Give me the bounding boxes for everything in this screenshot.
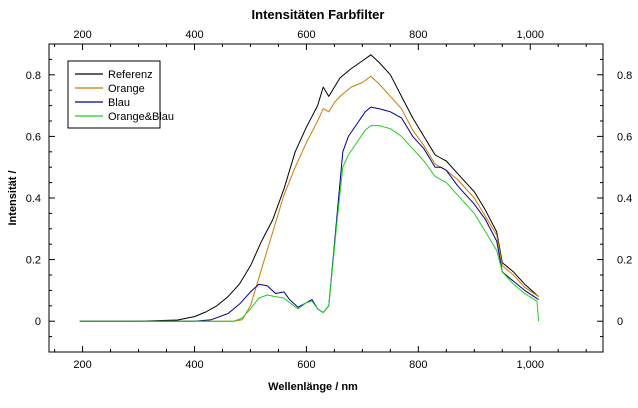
- legend-label-referenz: Referenz: [108, 69, 153, 81]
- legend-label-blau: Blau: [108, 97, 130, 109]
- y-tick-label-left: 0: [35, 316, 41, 328]
- legend-label-orange-blau: Orange&Blau: [108, 111, 174, 123]
- x-tick-label-top: 400: [185, 29, 203, 41]
- y-tick-label-right: 0: [617, 316, 623, 328]
- x-tick-label-top: 600: [297, 29, 315, 41]
- legend: Referenz Orange Blau Orange&Blau: [67, 60, 174, 129]
- series-line-blau: [79, 106, 539, 322]
- x-tick-label-top: 800: [409, 29, 427, 41]
- x-tick-label-top: 1,000: [516, 29, 544, 41]
- series-line-orange: [79, 75, 539, 322]
- x-tick-label-bottom: 1,000: [516, 359, 544, 371]
- y-tick-label-right: 0.8: [617, 70, 632, 82]
- y-tick-label-left: 0.6: [26, 131, 41, 143]
- x-tick-label-bottom: 200: [73, 359, 91, 371]
- x-tick-label-bottom: 400: [185, 359, 203, 371]
- legend-box: [67, 60, 161, 129]
- y-tick-label-right: 0.2: [617, 255, 632, 267]
- y-tick-label-right: 0.4: [617, 193, 632, 205]
- x-tick-label-top: 200: [73, 29, 91, 41]
- y-axis-title: Intensität /: [7, 170, 19, 225]
- y-tick-label-right: 0.6: [617, 131, 632, 143]
- x-axis-title: Wellenlänge / nm: [268, 381, 358, 393]
- ticks-layer: 200 200 400 400 600 600 800 800 1,000 1,000 0 0 0.2 0…: [26, 29, 633, 371]
- y-tick-label-left: 0.8: [26, 70, 41, 82]
- legend-items: Referenz Orange Blau Orange&Blau: [75, 69, 174, 123]
- series-layer: [79, 54, 540, 322]
- y-tick-label-left: 0.4: [26, 193, 41, 205]
- x-tick-label-bottom: 600: [297, 359, 315, 371]
- x-tick-label-bottom: 800: [409, 359, 427, 371]
- legend-label-orange: Orange: [108, 83, 145, 95]
- chart-title: Intensitäten Farbfilter: [252, 7, 385, 22]
- series-line-orange-blau: [79, 125, 540, 322]
- series-line-referenz: [79, 54, 539, 322]
- y-tick-label-left: 0.2: [26, 255, 41, 267]
